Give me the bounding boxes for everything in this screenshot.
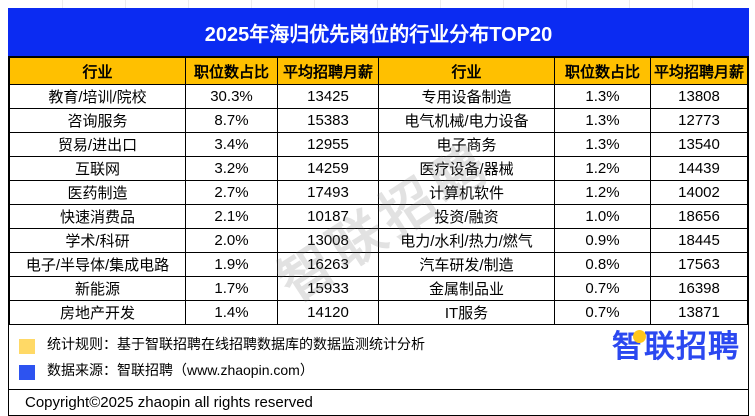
share-cell: 1.9% [185,252,278,277]
zhaopin-logo: 智 联招聘 [612,329,740,365]
column-header-salary-right: 平均招聘月薪 [650,57,748,85]
salary-cell: 10187 [277,204,379,229]
logo-rest-text: 联招聘 [644,329,740,364]
table-row: 医药制造 2.7% 17493 计算机软件 1.2% 14002 [9,180,748,205]
industry-cell: 咨询服务 [9,108,186,133]
table-row: 贸易/进出口 3.4% 12955 电子商务 1.3% 13540 [9,132,748,157]
industry-cell: 新能源 [9,276,186,301]
logo-first-char: 智 [612,329,646,365]
table-row: 新能源 1.7% 15933 金属制品业 0.7% 16398 [9,276,748,301]
industry-cell: 计算机软件 [378,180,555,205]
industry-cell: 电子/半导体/集成电路 [9,252,186,277]
share-cell: 2.0% [185,228,278,253]
column-header-salary-left: 平均招聘月薪 [277,57,379,85]
industry-cell: 贸易/进出口 [9,132,186,157]
salary-cell: 13008 [277,228,379,253]
industry-cell: 互联网 [9,156,186,181]
share-cell: 3.2% [185,156,278,181]
blue-square-bullet [19,365,35,380]
industry-cell: 学术/科研 [9,228,186,253]
salary-cell: 14002 [650,180,748,205]
table-row: 咨询服务 8.7% 15383 电气机械/电力设备 1.3% 12773 [9,108,748,133]
table-row: 互联网 3.2% 14259 医疗设备/器械 1.2% 14439 [9,156,748,181]
industry-cell: 房地产开发 [9,300,186,325]
salary-cell: 15383 [277,108,379,133]
table-row: 教育/培训/院校 30.3% 13425 专用设备制造 1.3% 13808 [9,84,748,109]
share-cell: 30.3% [185,84,278,109]
salary-cell: 16263 [277,252,379,277]
share-cell: 1.2% [554,180,651,205]
salary-cell: 16398 [650,276,748,301]
column-header-industry-right: 行业 [378,57,555,85]
share-cell: 0.9% [554,228,651,253]
table-row: 快速消费品 2.1% 10187 投资/融资 1.0% 18656 [9,204,748,229]
industry-cell: 快速消费品 [9,204,186,229]
share-cell: 1.3% [554,84,651,109]
note-statistics-rule: 统计规则：基于智联招聘在线招聘数据库的数据监测统计分析 [19,333,748,359]
industry-cell: 电气机械/电力设备 [378,108,555,133]
salary-cell: 12773 [650,108,748,133]
header-row: 行业 职位数占比 平均招聘月薪 行业 职位数占比 平均招聘月薪 [9,57,748,85]
table-frame: 行业 职位数占比 平均招聘月薪 行业 职位数占比 平均招聘月薪 教育/培训/院校… [8,56,749,416]
salary-cell: 12955 [277,132,379,157]
table-row: 学术/科研 2.0% 13008 电力/水利/热力/燃气 0.9% 18445 [9,228,748,253]
industry-cell: IT服务 [378,300,555,325]
industry-cell: 金属制品业 [378,276,555,301]
share-cell: 1.3% [554,132,651,157]
note-data-source: 数据来源：智联招聘（www.zhaopin.com） [19,359,748,385]
industry-cell: 投资/融资 [378,204,555,229]
share-cell: 1.7% [185,276,278,301]
salary-cell: 14259 [277,156,379,181]
share-cell: 0.8% [554,252,651,277]
title-banner: 2025年海归优先岗位的行业分布TOP20 [8,8,749,56]
column-header-share-left: 职位数占比 [185,57,278,85]
yellow-square-bullet [19,339,35,354]
share-cell: 0.7% [554,300,651,325]
column-header-share-right: 职位数占比 [554,57,651,85]
industry-cell: 医药制造 [9,180,186,205]
salary-cell: 13540 [650,132,748,157]
table-row: 电子/半导体/集成电路 1.9% 16263 汽车研发/制造 0.8% 1756… [9,252,748,277]
industry-cell: 电力/水利/热力/燃气 [378,228,555,253]
copyright-text: Copyright©2025 zhaopin all rights reserv… [25,394,313,411]
salary-cell: 13425 [277,84,379,109]
share-cell: 2.1% [185,204,278,229]
share-cell: 1.2% [554,156,651,181]
footnotes: 统计规则：基于智联招聘在线招聘数据库的数据监测统计分析 数据来源：智联招聘（ww… [9,325,748,387]
share-cell: 3.4% [185,132,278,157]
note-text: 统计规则：基于智联招聘在线招聘数据库的数据监测统计分析 [47,336,425,352]
share-cell: 2.7% [185,180,278,205]
share-cell: 0.7% [554,276,651,301]
salary-cell: 13808 [650,84,748,109]
salary-cell: 18656 [650,204,748,229]
share-cell: 1.4% [185,300,278,325]
salary-cell: 18445 [650,228,748,253]
salary-cell: 17493 [277,180,379,205]
salary-cell: 14439 [650,156,748,181]
table-row: 房地产开发 1.4% 14120 IT服务 0.7% 13871 [9,300,748,325]
share-cell: 8.7% [185,108,278,133]
industry-cell: 电子商务 [378,132,555,157]
salary-cell: 17563 [650,252,748,277]
industry-cell: 医疗设备/器械 [378,156,555,181]
salary-cell: 13871 [650,300,748,325]
industry-cell: 专用设备制造 [378,84,555,109]
share-cell: 1.3% [554,108,651,133]
footer-divider [9,389,748,390]
industry-cell: 教育/培训/院校 [9,84,186,109]
column-header-industry-left: 行业 [9,57,186,85]
industry-cell: 汽车研发/制造 [378,252,555,277]
page-title: 2025年海归优先岗位的行业分布TOP20 [204,23,553,46]
salary-cell: 15933 [277,276,379,301]
logo-yellow-dot-icon [633,330,646,343]
salary-cell: 14120 [277,300,379,325]
note-text: 数据来源：智联招聘（www.zhaopin.com） [47,362,314,378]
industry-table: 行业 职位数占比 平均招聘月薪 行业 职位数占比 平均招聘月薪 教育/培训/院校… [9,57,748,325]
share-cell: 1.0% [554,204,651,229]
